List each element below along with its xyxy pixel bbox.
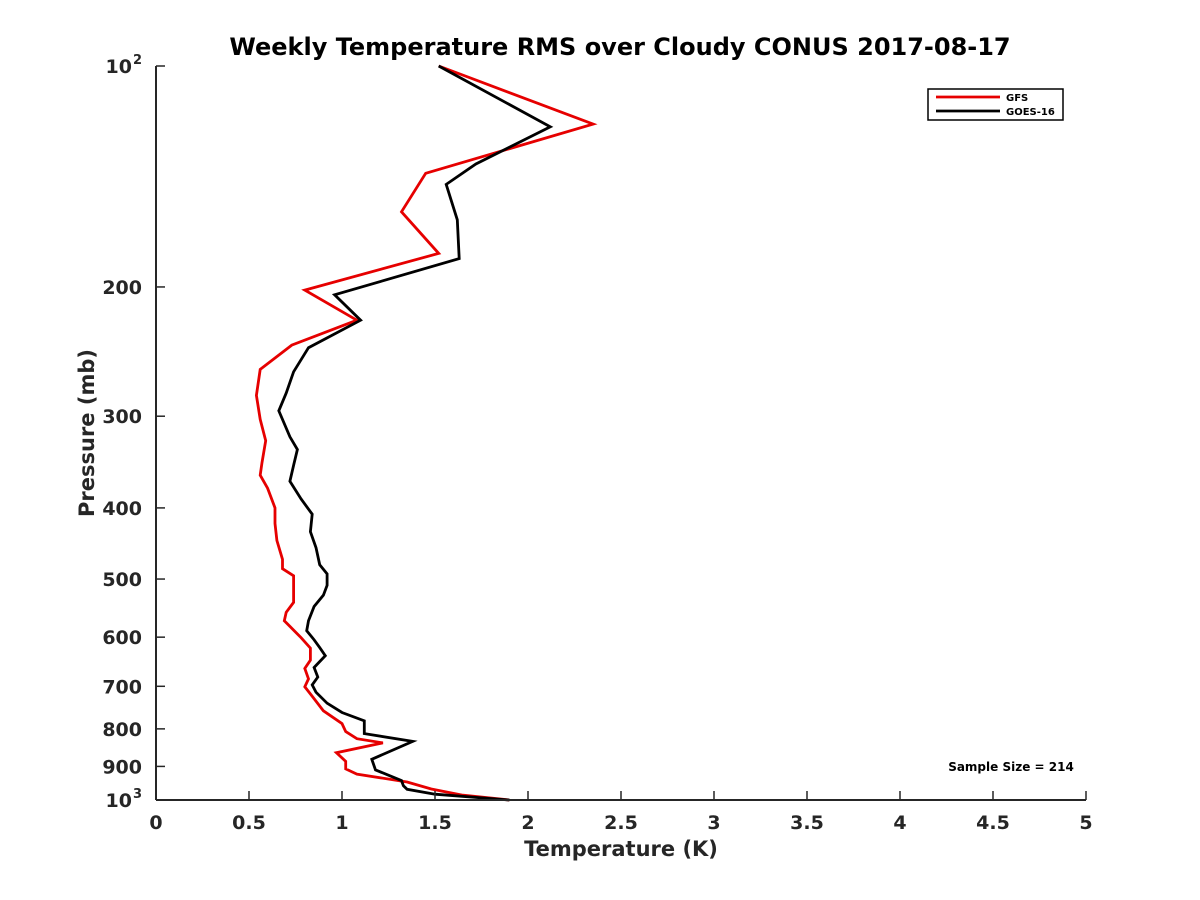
y-tick-label: 400: [102, 498, 142, 520]
x-tick-label: 1: [335, 812, 348, 834]
x-tick-label: 2.5: [604, 812, 638, 834]
sample-size-annotation: Sample Size = 214: [948, 760, 1074, 774]
x-tick-label: 0.5: [232, 812, 266, 834]
legend-label: GOES-16: [1006, 107, 1055, 118]
x-tick-label: 3.5: [790, 812, 824, 834]
y-tick-exponent: 2: [133, 53, 142, 68]
x-ticks: 0 0.5 1 1.5 2 2.5 3 3.5 4 4.5 5: [149, 791, 1093, 834]
x-axis-label: Temperature (K): [524, 837, 718, 861]
y-tick-label: 500: [102, 569, 142, 591]
chart-title: Weekly Temperature RMS over Cloudy CONUS…: [229, 33, 1010, 61]
y-axis-label: Pressure (mb): [75, 349, 99, 517]
y-tick-label: 10: [106, 56, 132, 78]
series-line-goes-16: [277, 64, 554, 802]
y-tick-label: 200: [102, 277, 142, 299]
legend: GFS GOES-16: [927, 88, 1064, 121]
plot-lines: [254, 64, 598, 802]
x-tick-label: 4: [893, 812, 906, 834]
y-tick-label: 900: [102, 756, 142, 778]
x-tick-label: 3: [707, 812, 720, 834]
y-tick-exponent: 3: [133, 787, 142, 802]
x-tick-label: 1.5: [418, 812, 452, 834]
x-tick-label: 4.5: [976, 812, 1010, 834]
series-line-gfs: [254, 64, 598, 802]
y-tick-label: 800: [102, 719, 142, 741]
x-tick-label: 2: [521, 812, 534, 834]
legend-box: [927, 88, 1064, 121]
y-tick-label: 600: [102, 627, 142, 649]
x-tick-label: 5: [1079, 812, 1092, 834]
y-tick-label: 300: [102, 406, 142, 428]
y-tick-label: 700: [102, 676, 142, 698]
y-tick-label: 10: [106, 790, 132, 812]
x-tick-label: 0: [149, 812, 162, 834]
legend-label: GFS: [1006, 93, 1028, 104]
